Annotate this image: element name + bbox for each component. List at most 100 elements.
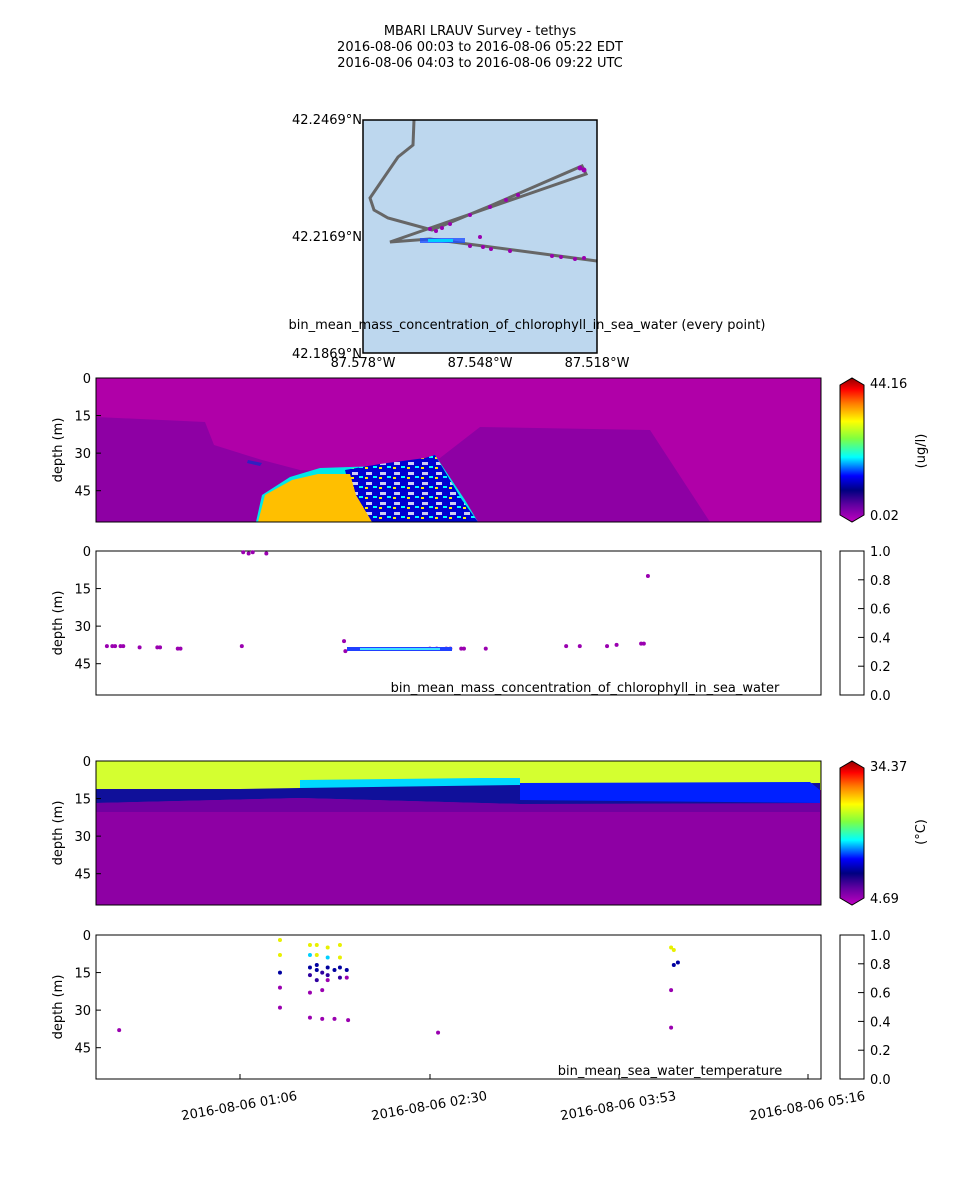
y-tick-label: 45 bbox=[74, 1042, 91, 1057]
figure-subtitle-edt: 2016-08-06 00:03 to 2016-08-06 05:22 EDT bbox=[337, 40, 623, 55]
chl-data-point bbox=[178, 646, 183, 651]
map-lat-label-bottom: 42.1869°N bbox=[292, 347, 362, 362]
y-tick-label: 15 bbox=[74, 793, 91, 808]
figure-subtitle-utc: 2016-08-06 04:03 to 2016-08-06 09:22 UTC bbox=[337, 56, 623, 71]
y-tick-label: 45 bbox=[74, 868, 91, 883]
temp-data-point bbox=[277, 1005, 282, 1010]
colorbar-tick-label: 1.0 bbox=[870, 929, 891, 944]
temp-data-point bbox=[320, 1016, 325, 1021]
chl-dense-run bbox=[347, 647, 452, 651]
chl-data-point bbox=[104, 644, 109, 649]
temp-data-point bbox=[117, 1028, 122, 1033]
temp-data-point bbox=[325, 978, 330, 983]
y-axis-label: depth (m) bbox=[51, 801, 66, 866]
y-axis-label: depth (m) bbox=[51, 591, 66, 656]
temp-data-point bbox=[669, 988, 674, 993]
chlorophyll-section-panel bbox=[95, 377, 822, 523]
temp-data-point bbox=[307, 990, 312, 995]
map-frame bbox=[362, 119, 598, 354]
chl-high-plume bbox=[258, 474, 372, 522]
x-tick-label: 2016-08-06 02:30 bbox=[370, 1089, 488, 1124]
temp-data-point bbox=[314, 968, 319, 973]
chl-colorbar-min: 0.02 bbox=[870, 509, 899, 524]
y-tick-label: 15 bbox=[74, 410, 91, 425]
temp-colorbar-unit: (°C) bbox=[914, 819, 929, 845]
track-map: 42.2469°N 42.2169°N 42.1869°N 87.578°W 8… bbox=[288, 113, 765, 371]
figure-title: MBARI LRAUV Survey - tethys bbox=[384, 24, 577, 39]
temp-data-point bbox=[320, 988, 325, 993]
temp-data-point bbox=[314, 963, 319, 968]
chl-data-point bbox=[239, 644, 244, 649]
temp-data-point bbox=[346, 1018, 351, 1023]
temp-data-point bbox=[277, 953, 282, 958]
y-tick-label: 30 bbox=[74, 447, 91, 462]
temp-data-point bbox=[669, 1025, 674, 1030]
temp-data-point bbox=[344, 968, 349, 973]
chl-data-point bbox=[645, 574, 650, 579]
map-lon-label-mid: 87.548°W bbox=[448, 356, 513, 371]
temp-data-point bbox=[332, 968, 337, 973]
chl-colorbar-fill bbox=[839, 377, 865, 523]
colorbar-tick-label: 0.2 bbox=[870, 660, 891, 675]
y-tick-label: 0 bbox=[83, 545, 91, 560]
chl-data-point bbox=[241, 550, 246, 555]
colorbar-tick-label: 0.0 bbox=[870, 689, 891, 704]
chl-data-point bbox=[641, 641, 646, 646]
temperature-section-panel bbox=[95, 760, 822, 906]
chl-data-point bbox=[461, 646, 466, 651]
chl-data-point bbox=[342, 639, 347, 644]
chl-data-point bbox=[564, 644, 569, 649]
map-lat-label-mid: 42.2169°N bbox=[292, 230, 362, 245]
colorbar-tick-label: 0.6 bbox=[870, 603, 891, 618]
temp-data-point bbox=[337, 943, 342, 948]
chl-data-point bbox=[250, 550, 255, 555]
colorbar-tick-label: 0.8 bbox=[870, 574, 891, 589]
chlorophyll-points-panel: bin_mean_mass_concentration_of_chlorophy… bbox=[95, 550, 822, 696]
y-tick-label: 30 bbox=[74, 1004, 91, 1019]
vehicle-track bbox=[368, 120, 597, 263]
chl-data-point bbox=[264, 551, 269, 556]
temperature-points-panel: bin_mean_sea_water_temperature bbox=[95, 934, 822, 1080]
temp-data-point bbox=[277, 970, 282, 975]
temp-data-point bbox=[314, 978, 319, 983]
y-axis-label: depth (m) bbox=[51, 418, 66, 483]
temp-colorbar: 34.37 4.69 (°C) bbox=[839, 760, 929, 907]
temp-points-frame bbox=[95, 934, 822, 1080]
temp-points-label: bin_mean_sea_water_temperature bbox=[558, 1064, 782, 1079]
colorbar-tick-label: 1.0 bbox=[870, 545, 891, 560]
y-tick-label: 0 bbox=[83, 372, 91, 387]
temp-data-point bbox=[332, 1016, 337, 1021]
map-lon-label-right: 87.518°W bbox=[565, 356, 630, 371]
x-tick-label: 2016-08-06 01:06 bbox=[180, 1089, 298, 1124]
y-tick-label: 0 bbox=[83, 929, 91, 944]
temp-data-point bbox=[671, 963, 676, 968]
colorbar-tick-label: 0.6 bbox=[870, 987, 891, 1002]
chl-frame bbox=[95, 377, 822, 523]
temp-data-point bbox=[436, 1030, 441, 1035]
temp-data-point bbox=[277, 985, 282, 990]
chl-data-point bbox=[137, 645, 142, 650]
temp-data-point bbox=[671, 948, 676, 953]
temp-data-point bbox=[344, 975, 349, 980]
colorbar-tick-label: 0.4 bbox=[870, 631, 891, 646]
y-tick-label: 30 bbox=[74, 620, 91, 635]
chl-data-point bbox=[483, 646, 488, 651]
temp-data-point bbox=[307, 943, 312, 948]
map-caption: bin_mean_mass_concentration_of_chlorophy… bbox=[288, 318, 765, 333]
temp-data-point bbox=[307, 953, 312, 958]
chl-data-point bbox=[113, 644, 118, 649]
y-tick-label: 15 bbox=[74, 583, 91, 598]
colorbar-tick-label: 0.4 bbox=[870, 1015, 891, 1030]
temp-data-point bbox=[325, 955, 330, 960]
chl-points-frame bbox=[95, 550, 822, 696]
temp-frame bbox=[95, 760, 822, 906]
chl-data-point bbox=[246, 551, 251, 556]
y-tick-label: 30 bbox=[74, 830, 91, 845]
y-tick-label: 45 bbox=[74, 658, 91, 673]
y-axis-label: depth (m) bbox=[51, 975, 66, 1040]
chl-data-point bbox=[158, 645, 163, 650]
colorbar-tick-label: 0.8 bbox=[870, 958, 891, 973]
chl-blue-band bbox=[247, 460, 262, 466]
map-lon-label-left: 87.578°W bbox=[331, 356, 396, 371]
x-tick-label: 2016-08-06 03:53 bbox=[559, 1089, 677, 1124]
